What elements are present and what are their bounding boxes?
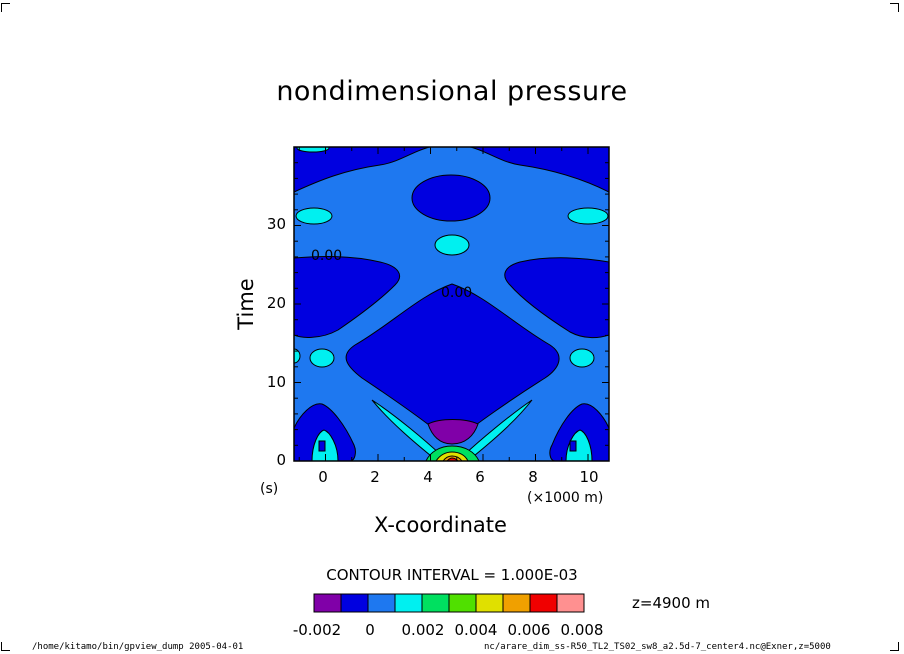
colorbar-swatch — [421, 593, 450, 613]
x-axis-label: X-coordinate — [374, 513, 507, 537]
colorbar-swatch — [367, 593, 396, 613]
colorbar-tick: 0.008 — [560, 621, 604, 639]
x-tick-label: 4 — [423, 468, 433, 486]
colorbar-swatch — [502, 593, 531, 613]
level-note: z=4900 m — [632, 594, 710, 612]
colorbar-swatch — [475, 593, 504, 613]
region-dark-spot — [318, 440, 326, 452]
contour-label: 0.00 — [441, 285, 472, 301]
contour-interval: CONTOUR INTERVAL = 1.000E-03 — [326, 566, 578, 584]
region-left-wing — [294, 256, 400, 338]
region-right-wing — [504, 257, 609, 339]
colorbar-tick: 0.004 — [454, 621, 498, 639]
colorbar-swatch — [556, 593, 585, 613]
region-cyan — [294, 348, 301, 364]
colorbar — [313, 593, 585, 613]
colorbar-swatch — [448, 593, 477, 613]
corner-mark — [890, 642, 899, 651]
region-cyan — [565, 429, 593, 461]
footer-right: nc/arare_dim_ss-R50_TL2_TS02_sw8_a2.5d-7… — [484, 642, 831, 652]
x-tick-label: 2 — [370, 468, 380, 486]
x-tick-label: 6 — [475, 468, 485, 486]
colorbar-tick: -0.002 — [292, 621, 342, 639]
axis-ticks — [294, 146, 609, 462]
x-tick-label: 0 — [318, 468, 328, 486]
x-tick-label: 10 — [579, 468, 599, 486]
y-unit-label: (s) — [260, 481, 279, 497]
y-tick-label: 20 — [266, 294, 286, 312]
region-cyan — [296, 147, 330, 153]
region-dark-spot — [569, 440, 577, 452]
y-tick-label: 0 — [276, 451, 286, 469]
colorbar-swatch — [313, 593, 342, 613]
colorbar-tick: 0.002 — [401, 621, 445, 639]
colorbar-swatch — [340, 593, 369, 613]
region-cyan — [309, 348, 335, 368]
footer-left: /home/kitamo/bin/gpview_dump 2005-04-01 — [32, 642, 244, 652]
region-cyan — [434, 234, 470, 256]
region-purple — [427, 419, 479, 445]
chart-title: nondimensional pressure — [276, 76, 628, 107]
colorbar-tick: 0 — [365, 621, 375, 639]
x-tick-label: 8 — [528, 468, 538, 486]
region-cyan — [567, 207, 609, 225]
colorbar-tick: 0.006 — [507, 621, 551, 639]
region-upper-blob — [411, 174, 491, 222]
colorbar-swatch — [394, 593, 423, 613]
region-cyan — [295, 207, 333, 225]
y-tick-label: 30 — [266, 215, 286, 233]
region-top-band — [294, 147, 609, 193]
corner-mark — [1, 3, 10, 12]
y-tick-label: 10 — [266, 373, 286, 391]
corner-mark — [1, 642, 10, 651]
colorbar-swatch — [529, 593, 558, 613]
contour-label: 0.00 — [311, 248, 342, 264]
corner-mark — [890, 3, 899, 12]
y-axis-label: Time — [234, 278, 258, 330]
x-unit-label: (×1000 m) — [527, 490, 604, 506]
region-cyan — [569, 348, 595, 368]
